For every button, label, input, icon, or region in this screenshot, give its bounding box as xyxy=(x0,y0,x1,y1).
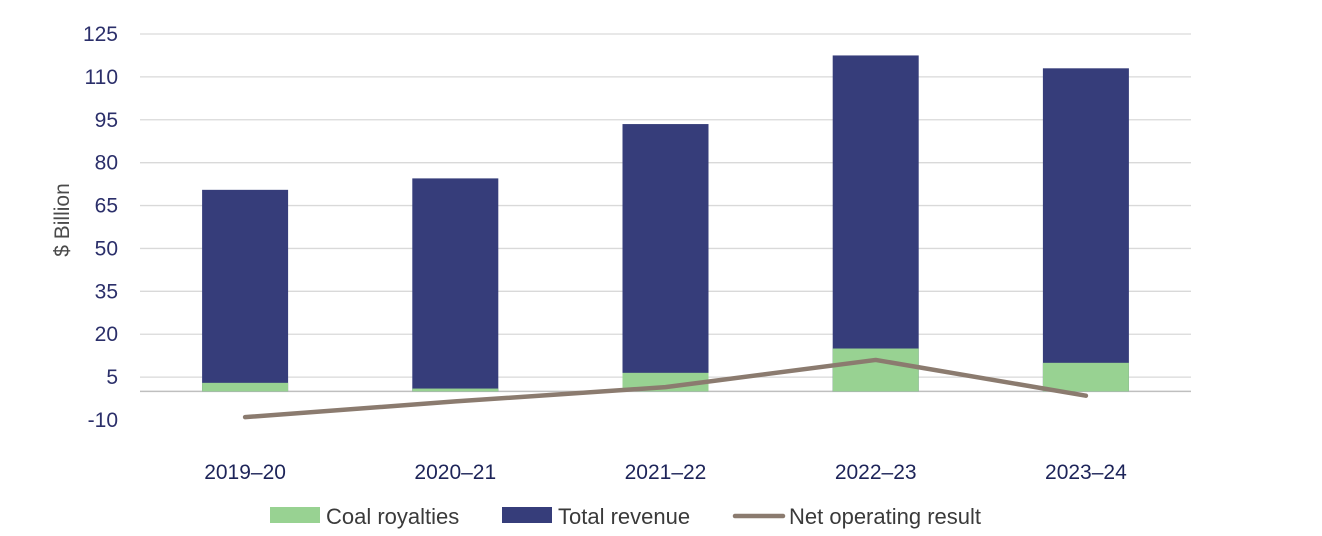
bar-coal-royalties xyxy=(412,388,499,392)
legend-swatch-coal-royalties xyxy=(270,507,320,523)
bar-coal-royalties xyxy=(1042,362,1129,392)
x-tick-label: 2019–20 xyxy=(204,461,286,484)
legend: Coal royalties Total revenue Net operating… xyxy=(270,504,981,529)
bar-coal-royalties xyxy=(202,382,289,392)
y-tick-label: 65 xyxy=(95,195,118,218)
bar-total-revenue xyxy=(1042,68,1129,392)
y-tick-label: 80 xyxy=(95,152,118,175)
x-tick-label: 2022–23 xyxy=(835,461,917,484)
legend-label-total-revenue: Total revenue xyxy=(558,504,690,529)
y-tick-label: 125 xyxy=(83,23,118,46)
legend-label-coal-royalties: Coal royalties xyxy=(326,504,459,529)
y-tick-label: 5 xyxy=(106,366,118,389)
bar-total-revenue xyxy=(832,55,919,392)
bar-total-revenue xyxy=(202,189,289,392)
line-net-operating-result xyxy=(242,357,1089,420)
legend-swatch-total-revenue xyxy=(502,507,552,523)
y-tick-label: 50 xyxy=(95,237,118,260)
legend-label-net-operating-result: Net operating result xyxy=(789,504,981,529)
y-tick-label: -10 xyxy=(88,409,118,432)
x-tick-label: 2021–22 xyxy=(625,461,707,484)
bar-coal-royalties xyxy=(832,348,919,392)
y-tick-label: 35 xyxy=(95,280,118,303)
line-series xyxy=(242,357,1089,420)
y-tick-label: 20 xyxy=(95,323,118,346)
y-axis-ticks: 125 110 95 80 65 50 35 20 5 -10 xyxy=(83,23,118,432)
y-tick-label: 110 xyxy=(85,66,118,89)
bars xyxy=(202,55,1129,392)
bar-total-revenue xyxy=(412,178,499,392)
x-tick-label: 2023–24 xyxy=(1045,461,1127,484)
bar-total-revenue xyxy=(622,124,709,392)
y-tick-label: 95 xyxy=(95,109,118,132)
y-axis-title: $ Billion xyxy=(51,183,74,257)
x-tick-label: 2020–21 xyxy=(414,461,496,484)
x-axis-ticks: 2019–20 2020–21 2021–22 2022–23 2023–24 xyxy=(204,461,1127,484)
